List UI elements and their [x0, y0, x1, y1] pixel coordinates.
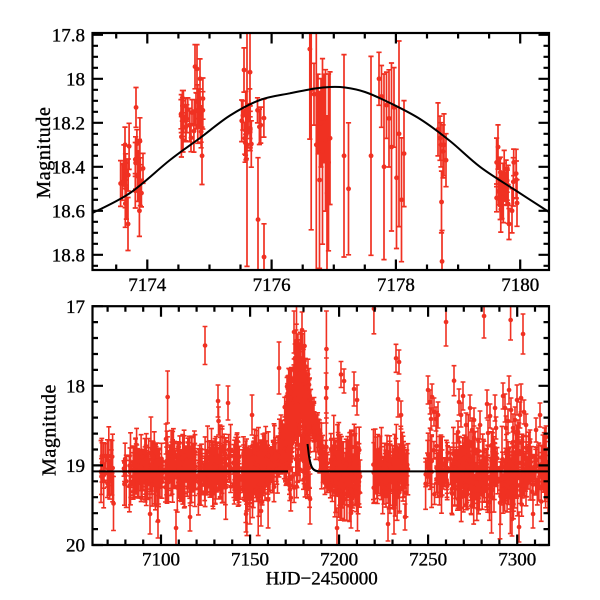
svg-text:7178: 7178 [377, 275, 415, 296]
svg-text:7174: 7174 [128, 275, 167, 296]
svg-text:19: 19 [66, 456, 85, 477]
svg-text:7300: 7300 [498, 550, 536, 571]
svg-text:7250: 7250 [409, 550, 447, 571]
svg-text:17: 17 [66, 297, 85, 318]
svg-text:18.4: 18.4 [52, 158, 86, 179]
svg-text:18: 18 [66, 70, 85, 91]
svg-text:7150: 7150 [231, 550, 269, 571]
svg-text:20: 20 [66, 536, 85, 557]
svg-text:18.8: 18.8 [52, 246, 85, 267]
svg-text:HJD−2450000: HJD−2450000 [266, 569, 378, 590]
svg-text:7176: 7176 [253, 275, 291, 296]
svg-text:18.6: 18.6 [52, 202, 85, 223]
svg-text:Magnitude: Magnitude [33, 107, 55, 199]
svg-text:7200: 7200 [320, 550, 358, 571]
svg-text:Magnitude: Magnitude [39, 384, 61, 476]
svg-text:18.2: 18.2 [52, 114, 85, 135]
svg-text:7100: 7100 [142, 550, 180, 571]
svg-text:7180: 7180 [501, 275, 539, 296]
svg-text:17.8: 17.8 [52, 26, 85, 47]
svg-text:18: 18 [66, 377, 85, 398]
